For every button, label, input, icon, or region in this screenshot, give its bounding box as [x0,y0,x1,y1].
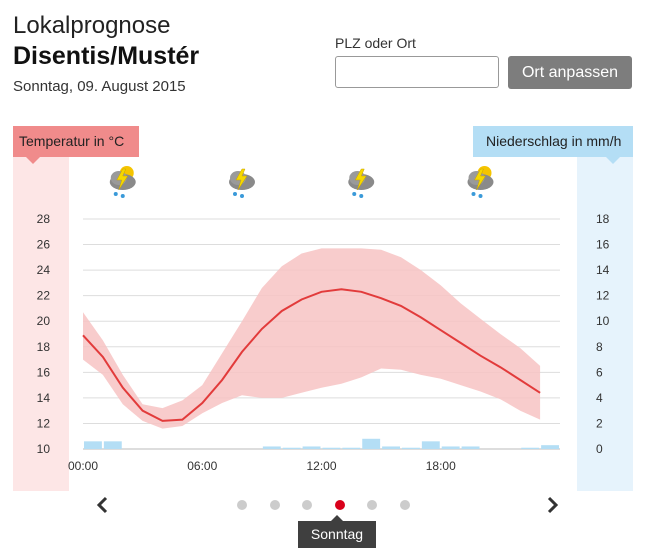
precipitation-bar [322,447,341,449]
precipitation-bar [521,447,540,449]
thunderstorm-rain-icon [348,168,375,198]
temperature-axis-band [13,157,69,491]
y-left-tick-label: 14 [37,391,51,405]
chevron-left-icon [96,496,108,514]
y-left-tick-label: 24 [37,263,51,277]
y-right-tick-label: 16 [596,238,610,252]
temperature-axis-label: Temperatur in °C [13,126,139,164]
thunderstorm-rain-icon [229,168,255,198]
precipitation-bar [382,446,401,449]
pagination-dot[interactable] [367,500,377,510]
forecast-date: Sonntag, 09. August 2015 [13,78,186,95]
y-left-tick-label: 22 [37,289,51,303]
y-right-tick-label: 12 [596,289,610,303]
precipitation-bar [103,441,122,449]
y-right-tick-label: 0 [596,442,603,456]
active-day-label: Sonntag [298,515,376,548]
precipitation-bar [342,447,361,449]
precipitation-bar [262,446,281,449]
y-left-tick-label: 16 [37,365,51,379]
page-title-line1: Lokalprognose [13,12,171,39]
y-right-tick-label: 4 [596,391,603,405]
location-name: Disentis/Mustér [13,42,200,70]
thunderstorm-rain-sun-icon [467,166,494,198]
y-left-tick-label: 10 [37,442,51,456]
y-left-tick-label: 28 [37,212,51,226]
precipitation-axis-band [577,157,633,491]
y-left-tick-label: 12 [37,416,51,430]
precipitation-bar [282,447,301,449]
location-search-label: PLZ oder Ort [335,35,416,51]
pagination-dot[interactable] [399,500,410,510]
y-right-tick-label: 10 [596,314,610,328]
pagination-dot[interactable] [302,500,312,510]
pagination-dot[interactable] [237,500,247,510]
precipitation-bar [421,441,440,449]
precipitation-bar [441,446,460,449]
y-right-tick-label: 8 [596,340,603,354]
location-search-input[interactable] [335,56,499,88]
y-right-tick-label: 6 [596,365,603,379]
pagination-dot[interactable] [269,500,280,510]
precipitation-bar [541,445,560,449]
precipitation-bar [401,447,420,449]
x-tick-label: 00:00 [68,459,98,473]
x-tick-label: 06:00 [187,459,217,473]
y-left-tick-label: 18 [37,340,51,354]
x-tick-label: 12:00 [306,459,336,473]
pagination-dot[interactable] [334,500,345,510]
y-right-tick-label: 14 [596,263,610,277]
x-tick-label: 18:00 [426,459,456,473]
previous-day-button[interactable] [95,494,109,520]
chevron-right-icon [547,496,559,514]
y-left-tick-label: 26 [37,238,51,252]
precipitation-axis-label: Niederschlag in mm/h [473,126,633,164]
precipitation-bar [302,446,321,449]
temperature-line [82,288,541,422]
thunderstorm-rain-sun-icon [109,166,136,198]
precipitation-bar [83,441,102,449]
y-left-tick-label: 20 [37,314,51,328]
y-right-tick-label: 18 [596,212,610,226]
precipitation-bar [362,438,381,449]
y-right-tick-label: 2 [596,416,603,430]
temperature-range-band [83,248,541,429]
next-day-button[interactable] [546,494,560,520]
precipitation-bar [461,446,480,449]
update-location-button[interactable]: Ort anpassen [508,56,632,89]
